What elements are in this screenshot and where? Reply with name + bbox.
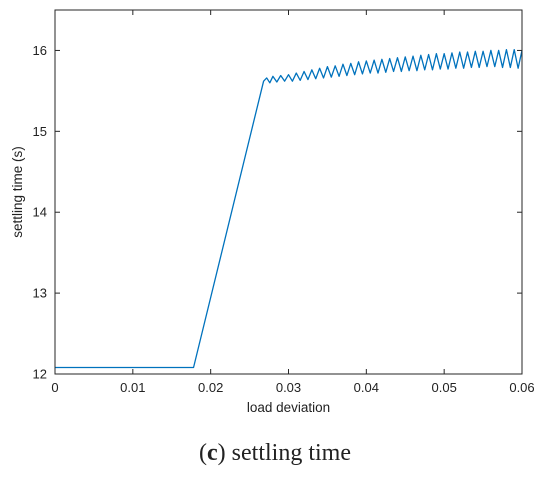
y-tick-label: 12 [33, 367, 47, 382]
y-tick-label: 15 [33, 124, 47, 139]
y-tick-label: 16 [33, 43, 47, 58]
y-tick-label: 13 [33, 286, 47, 301]
x-tick-label: 0.03 [276, 380, 301, 395]
x-axis-label: load deviation [247, 400, 330, 415]
plot-area [55, 10, 522, 374]
caption-text: settling time [231, 440, 351, 466]
y-tick-label: 14 [33, 205, 47, 220]
chart: 0 0.01 0.02 0.03 0.04 0.05 0.06 12 13 14 15 16 loa… [10, 9, 535, 415]
x-tick-label: 0.02 [198, 380, 223, 395]
y-axis-label: settling time (s) [10, 146, 25, 238]
x-tick-label: 0.06 [509, 380, 534, 395]
x-tick-label: 0 [51, 380, 58, 395]
figure-caption: (c) settling time [199, 440, 351, 466]
x-tick-label: 0.05 [432, 380, 457, 395]
x-tick-label: 0.04 [354, 380, 379, 395]
x-tick-label: 0.01 [120, 380, 145, 395]
caption-letter: c [207, 440, 218, 466]
series-line [55, 48, 523, 369]
